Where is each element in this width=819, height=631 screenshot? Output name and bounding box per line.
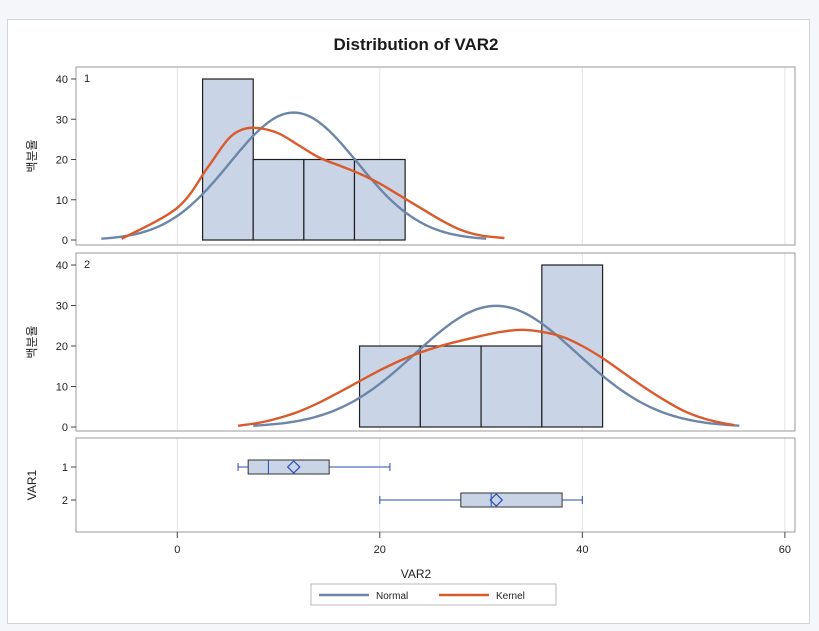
- x-tick-label: 60: [779, 544, 791, 556]
- boxplot-2: 2: [62, 492, 583, 508]
- y-tick-label: 30: [56, 114, 68, 126]
- y-tick-label: 10: [56, 382, 68, 394]
- y-tick-label: 2: [62, 495, 68, 507]
- boxplot-y-label: VAR1: [25, 469, 39, 500]
- histogram-panel-1: 0 10 20 30 40 백분율 1: [25, 66, 796, 247]
- y-axis-label: 백분율: [25, 139, 39, 172]
- box-iqr: [460, 492, 563, 508]
- y-tick-label: 20: [56, 155, 68, 167]
- kernel-curve: [237, 328, 735, 427]
- histogram-bar: [541, 264, 604, 428]
- y-tick-label: 40: [56, 260, 68, 272]
- mean-marker: [286, 460, 301, 474]
- y-tick-label: 0: [62, 422, 68, 434]
- boxplot-1: 1: [62, 459, 391, 475]
- y-tick-label: 20: [56, 341, 68, 353]
- panel-label: 1: [84, 73, 90, 85]
- histogram-bar: [201, 78, 254, 241]
- panel-frame: [75, 437, 796, 533]
- y-tick-label: 40: [56, 74, 68, 86]
- x-axis-label: VAR2: [401, 567, 432, 581]
- histogram-bar: [252, 158, 305, 241]
- histogram-bar: [480, 345, 543, 428]
- x-tick-label: 20: [374, 544, 386, 556]
- legend-label: Normal: [376, 591, 408, 602]
- y-tick-label: 0: [62, 235, 68, 247]
- histogram-bar: [353, 158, 406, 241]
- mean-marker: [489, 493, 504, 507]
- x-axis: 0 20 40 60: [174, 532, 791, 556]
- chart-frame: Distribution of VAR2 0 10 20 30 40 백분율 1 0 10 20 3…: [7, 19, 810, 624]
- x-tick-label: 40: [576, 544, 588, 556]
- y-tick-label: 10: [56, 195, 68, 207]
- x-tick-label: 0: [174, 544, 180, 556]
- panel-frame: [75, 252, 796, 432]
- histogram-panel-2: 0 10 20 30 40 백분율 2: [25, 252, 796, 434]
- y-tick-label: 30: [56, 301, 68, 313]
- y-axis-label: 백분율: [25, 325, 39, 358]
- histogram-bar: [303, 158, 356, 241]
- kernel-curve: [121, 126, 505, 240]
- panel-frame: [75, 66, 796, 246]
- legend-label: Kernel: [496, 591, 525, 602]
- panel-label: 2: [84, 259, 90, 271]
- box-iqr: [247, 459, 330, 475]
- normal-curve: [253, 304, 740, 427]
- legend: Normal Kernel: [310, 583, 557, 606]
- boxplot-panel: VAR1 1 2: [25, 437, 796, 533]
- y-tick-label: 1: [62, 462, 68, 474]
- normal-curve: [101, 111, 487, 240]
- legend-box: [310, 583, 557, 606]
- distribution-chart: Distribution of VAR2 010203040백분율1010203…: [25, 35, 796, 606]
- histogram-bar: [419, 345, 482, 428]
- chart-title: Distribution of VAR2: [334, 35, 499, 54]
